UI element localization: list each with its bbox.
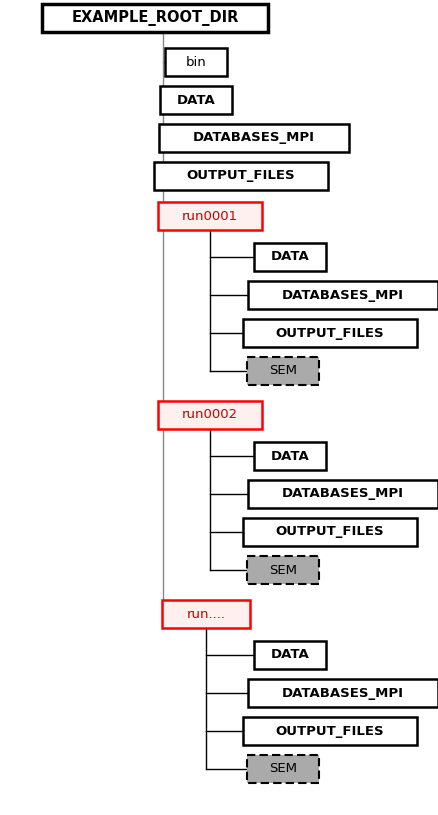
FancyBboxPatch shape xyxy=(243,319,417,347)
FancyBboxPatch shape xyxy=(247,755,319,783)
FancyBboxPatch shape xyxy=(154,162,328,190)
Text: DATABASES_MPI: DATABASES_MPI xyxy=(282,686,404,699)
Text: DATA: DATA xyxy=(177,94,215,107)
Text: OUTPUT_FILES: OUTPUT_FILES xyxy=(276,526,384,539)
Text: run0001: run0001 xyxy=(182,209,238,222)
FancyBboxPatch shape xyxy=(247,556,319,584)
FancyBboxPatch shape xyxy=(254,641,326,669)
FancyBboxPatch shape xyxy=(158,202,262,230)
Text: EXAMPLE_ROOT_DIR: EXAMPLE_ROOT_DIR xyxy=(71,10,239,26)
Text: OUTPUT_FILES: OUTPUT_FILES xyxy=(187,170,295,183)
FancyBboxPatch shape xyxy=(42,4,268,32)
Text: run0002: run0002 xyxy=(182,408,238,421)
Text: SEM: SEM xyxy=(269,563,297,576)
Text: OUTPUT_FILES: OUTPUT_FILES xyxy=(276,725,384,738)
FancyBboxPatch shape xyxy=(254,442,326,470)
Text: SEM: SEM xyxy=(269,763,297,776)
Text: run....: run.... xyxy=(187,607,226,620)
Text: DATA: DATA xyxy=(271,450,309,462)
Text: OUTPUT_FILES: OUTPUT_FILES xyxy=(276,327,384,340)
FancyBboxPatch shape xyxy=(162,600,250,628)
FancyBboxPatch shape xyxy=(160,86,232,114)
Text: DATABASES_MPI: DATABASES_MPI xyxy=(282,487,404,500)
FancyBboxPatch shape xyxy=(248,281,438,309)
Text: DATA: DATA xyxy=(271,649,309,662)
FancyBboxPatch shape xyxy=(158,401,262,429)
FancyBboxPatch shape xyxy=(243,518,417,546)
Text: DATABASES_MPI: DATABASES_MPI xyxy=(193,131,315,144)
FancyBboxPatch shape xyxy=(243,717,417,745)
FancyBboxPatch shape xyxy=(159,124,349,152)
FancyBboxPatch shape xyxy=(165,48,227,76)
FancyBboxPatch shape xyxy=(254,243,326,271)
Text: DATA: DATA xyxy=(271,250,309,263)
Text: SEM: SEM xyxy=(269,364,297,377)
FancyBboxPatch shape xyxy=(247,357,319,385)
FancyBboxPatch shape xyxy=(248,679,438,707)
Text: bin: bin xyxy=(186,55,206,68)
Text: DATABASES_MPI: DATABASES_MPI xyxy=(282,289,404,302)
FancyBboxPatch shape xyxy=(248,480,438,508)
